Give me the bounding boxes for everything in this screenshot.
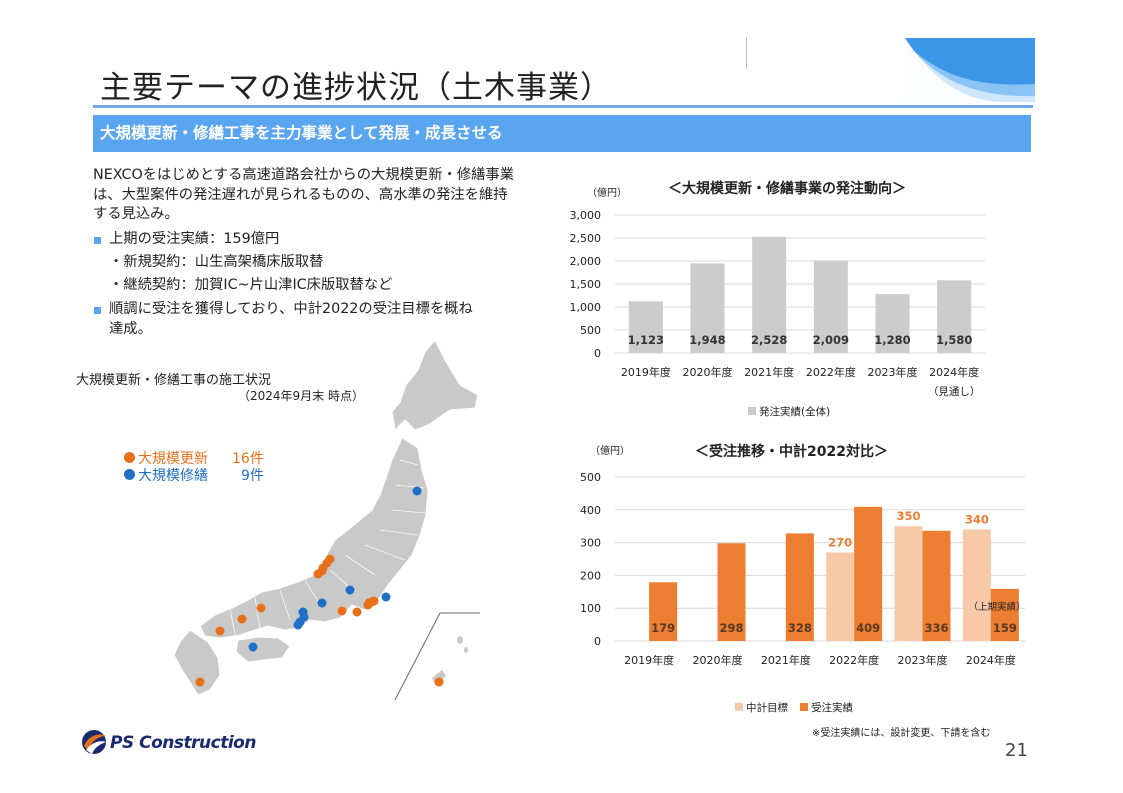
actual-value-label: 179 bbox=[651, 621, 675, 635]
chart-orders-vs-plan: 0 100 200 300 400 500 179 2019年度 298 2020年度 328 202… bbox=[580, 471, 1026, 714]
y-tick-label: 2,500 bbox=[570, 232, 602, 245]
legend-dot-blue bbox=[124, 469, 135, 480]
header-wave-decoration bbox=[905, 38, 1035, 102]
page-title: 主要テーマの進捗状況（土木事業） bbox=[100, 70, 612, 106]
bullet-item: 順調に受注を獲得しており、中計2022の受注目標を概ね bbox=[109, 301, 473, 317]
bar-target bbox=[894, 526, 923, 641]
chart1-title: ＜大規模更新・修繕事業の発注動向＞ bbox=[668, 181, 906, 197]
x-tick-label: 2023年度 bbox=[868, 365, 918, 379]
bullet-item: 上期の受注実績：159億円 bbox=[109, 231, 280, 247]
bar-value-label: 1,280 bbox=[874, 333, 910, 347]
legend-count-renewal: 16件 bbox=[232, 451, 264, 467]
header-divider bbox=[746, 37, 747, 69]
bar-value-label: 1,948 bbox=[689, 333, 725, 347]
legend-label-repair: 大規模修繕 bbox=[138, 468, 208, 484]
bar-actual bbox=[922, 530, 951, 641]
target-value-label: 270 bbox=[828, 535, 852, 549]
legend-label-target: 中計目標 bbox=[746, 701, 788, 714]
bar-actual bbox=[854, 506, 883, 641]
actual-value-label: 328 bbox=[788, 621, 812, 635]
bullet-item-continued: 達成。 bbox=[109, 321, 152, 337]
legend-dot-orange bbox=[124, 452, 135, 463]
category-note: （見通し） bbox=[928, 386, 981, 398]
legend-count-repair: 9件 bbox=[241, 468, 264, 484]
bar-target bbox=[826, 552, 855, 641]
bar-actual bbox=[990, 588, 1019, 641]
bar-value-label: 1,580 bbox=[936, 333, 972, 347]
y-tick-label: 300 bbox=[580, 537, 601, 550]
x-tick-label: 2022年度 bbox=[829, 653, 879, 667]
bar bbox=[813, 260, 848, 353]
chart2-title: ＜受注推移・中計2022対比＞ bbox=[695, 444, 888, 460]
x-tick-label: 2019年度 bbox=[624, 653, 674, 667]
bar-actual bbox=[717, 543, 746, 641]
bar-value-label: 2,009 bbox=[813, 333, 849, 347]
bar bbox=[690, 263, 725, 353]
bullet-marker bbox=[94, 237, 101, 244]
x-tick-label: 2019年度 bbox=[621, 365, 671, 379]
bar bbox=[752, 236, 787, 353]
y-tick-label: 0 bbox=[594, 635, 601, 648]
legend-label-renewal: 大規模更新 bbox=[138, 451, 208, 467]
x-tick-label: 2020年度 bbox=[693, 653, 743, 667]
y-tick-label: 500 bbox=[580, 471, 601, 484]
actual-value-label: 409 bbox=[856, 621, 880, 635]
y-tick-label: 400 bbox=[580, 504, 601, 517]
actual-value-label: 298 bbox=[719, 621, 743, 635]
y-tick-label: 1,000 bbox=[570, 301, 602, 314]
legend-swatch bbox=[748, 407, 756, 415]
bar bbox=[628, 301, 663, 353]
bar-target bbox=[962, 529, 991, 641]
y-tick-label: 3,000 bbox=[570, 209, 602, 222]
bar-value-label: 1,123 bbox=[628, 333, 664, 347]
x-tick-label: 2022年度 bbox=[806, 365, 856, 379]
y-tick-label: 0 bbox=[594, 347, 601, 360]
bar-actual bbox=[785, 533, 814, 641]
y-tick-label: 200 bbox=[580, 569, 601, 582]
japan-map bbox=[173, 339, 480, 700]
legend-swatch-actual bbox=[800, 703, 808, 711]
actual-value-label: 336 bbox=[924, 621, 948, 635]
x-tick-label: 2021年度 bbox=[761, 653, 811, 667]
y-tick-label: 100 bbox=[580, 602, 601, 615]
legend-swatch-target bbox=[735, 703, 743, 711]
y-tick-label: 2,000 bbox=[570, 255, 602, 268]
footnote: ※受注実績には、設計変更、下請を含む bbox=[812, 728, 991, 739]
x-tick-label: 2021年度 bbox=[744, 365, 794, 379]
x-tick-label: 2020年度 bbox=[683, 365, 733, 379]
company-logo-text: PS Construction bbox=[110, 733, 256, 753]
section-banner: 大規模更新・修繕工事を主力事業として発展・成長させる bbox=[93, 115, 1031, 152]
page-number: 21 bbox=[1005, 740, 1028, 761]
map-title: 大規模更新・修繕工事の施工状況 bbox=[76, 373, 272, 388]
bullet-subitem: ・新規契約：山生高架橋床版取替 bbox=[109, 254, 324, 270]
x-tick-label: 2023年度 bbox=[898, 653, 948, 667]
company-logo-icon bbox=[82, 730, 106, 754]
bar-actual bbox=[649, 582, 678, 641]
bullet-subitem: ・継続契約：加賀IC~片山津IC床版取替など bbox=[109, 277, 393, 293]
chart-order-trend: 0 500 1,000 1,500 2,000 2,500 3,000 1,123 2019年度… bbox=[570, 209, 985, 418]
legend-label: 発注実績(全体) bbox=[759, 405, 830, 418]
target-value-label: 350 bbox=[896, 509, 920, 523]
intro-paragraph: NEXCOをはじめとする高速道路会社からの大規模更新・修繕事業は、大型案件の発注… bbox=[93, 167, 515, 222]
y-tick-label: 500 bbox=[580, 324, 601, 337]
y-tick-label: 1,500 bbox=[570, 278, 602, 291]
map-date: （2024年9月末 時点） bbox=[238, 389, 364, 403]
x-tick-label: 2024年度 bbox=[929, 365, 979, 379]
title-divider bbox=[93, 105, 1033, 108]
bar-value-label: 2,528 bbox=[751, 333, 787, 347]
actual-value-label: 159 bbox=[993, 621, 1017, 635]
bar bbox=[937, 280, 972, 353]
legend-label-actual: 受注実績 bbox=[811, 701, 853, 714]
bar bbox=[875, 294, 910, 353]
target-value-label: 340 bbox=[965, 512, 989, 526]
bullet-marker bbox=[94, 307, 101, 314]
annotation-label: （上期実績） bbox=[968, 601, 1025, 613]
chart2-unit: （億円） bbox=[590, 446, 630, 457]
chart1-unit: （億円） bbox=[587, 188, 627, 199]
x-tick-label: 2024年度 bbox=[966, 653, 1016, 667]
